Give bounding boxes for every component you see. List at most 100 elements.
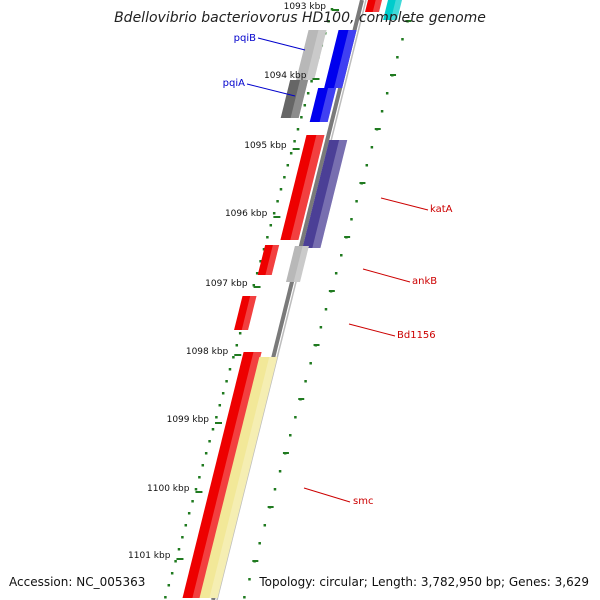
gc-dot — [327, 20, 330, 23]
gc-dot — [396, 56, 399, 59]
gc-dot — [401, 38, 404, 41]
gene-label-leader — [362, 268, 411, 283]
gc-dot — [294, 416, 297, 419]
gc-dot — [385, 92, 389, 95]
gene-label-Bd1156: Bd1156 — [397, 330, 436, 341]
gc-dot — [263, 524, 267, 527]
tick-label: 1101 kbp — [128, 551, 171, 561]
gc-dot — [283, 176, 286, 179]
feature-block-pqiB-shade — [334, 30, 357, 88]
gc-dash — [298, 398, 305, 400]
feature-block-red-2-shade — [290, 135, 325, 240]
gc-dot — [243, 596, 246, 599]
gc-dash — [328, 290, 335, 292]
gc-dot — [221, 392, 225, 395]
feature-block-katA — [302, 140, 348, 248]
gc-dot — [309, 362, 312, 365]
gc-dash — [359, 182, 366, 184]
gc-dot — [215, 416, 218, 419]
gc-dot — [194, 488, 198, 491]
gc-dot — [304, 380, 307, 383]
gc-dot — [380, 110, 384, 113]
gc-dot — [259, 260, 262, 263]
gc-dash — [405, 20, 412, 22]
gene-label-leader — [246, 83, 296, 97]
gene-label-leader — [257, 37, 306, 51]
feature-block-red-4 — [182, 352, 262, 598]
feature-block-red-2 — [280, 135, 325, 240]
gc-dot — [319, 326, 323, 329]
gc-dot — [208, 440, 211, 443]
gc-dot — [187, 512, 191, 515]
gene-label-ankB: ankB — [412, 276, 437, 287]
feature-block-smc-shade — [209, 357, 278, 598]
feature-block-pqiA-gray — [280, 80, 309, 118]
gene-label-pqiA: pqiA — [223, 78, 245, 89]
gc-dot — [191, 500, 194, 503]
tick-label: 1094 kbp — [264, 71, 307, 81]
feature-block-red — [365, 0, 382, 12]
gc-dot — [266, 236, 269, 239]
gc-dot — [248, 578, 251, 581]
gc-dot — [330, 8, 334, 11]
gc-dot — [279, 188, 283, 191]
feature-block-pqiA — [309, 88, 337, 122]
gc-dot — [303, 104, 307, 107]
accession-text: Accession: NC_005363 — [9, 575, 146, 589]
feature-block-red-3 — [257, 245, 280, 275]
gc-dot — [273, 488, 277, 491]
gene-label-katA: katA — [430, 204, 453, 215]
gc-dot — [355, 200, 358, 203]
gc-dot — [276, 200, 279, 203]
feature-block-cyan — [383, 0, 402, 20]
tick-label: 1093 kbp — [284, 2, 327, 12]
feature-block-red-shade — [372, 0, 382, 12]
tick-marks: 1093 kbp 1094 kbp 1095 kbp 1096 kbp 1097 kbp… — [128, 2, 340, 561]
gene-labels: pqiB pqiA katA ankB Bd1156 smc — [223, 33, 453, 507]
gc-dot — [340, 254, 343, 257]
gene-label-leader — [348, 323, 396, 337]
gc-dot — [211, 428, 215, 431]
tick-label: 1099 kbp — [167, 415, 210, 425]
gc-dot — [255, 272, 259, 275]
feature-block-red-4-shade — [192, 352, 262, 598]
feature-block-smc — [199, 357, 278, 598]
gc-dot — [278, 470, 282, 473]
topology-text: Topology: circular; Length: 3,782,950 bp… — [259, 575, 589, 589]
gc-dot — [238, 332, 242, 335]
feature-block-cyan-shade — [390, 0, 402, 20]
gc-dot — [225, 380, 228, 383]
gc-dot — [296, 128, 300, 131]
gene-label-leader — [380, 197, 429, 211]
feature-block-red-3-shade — [265, 245, 280, 275]
gene-label-pqiB: pqiB — [234, 33, 256, 44]
gc-dot — [170, 572, 174, 575]
gc-dot — [174, 560, 177, 563]
tick-label: 1100 kbp — [147, 484, 190, 494]
gc-dash — [390, 74, 397, 76]
gc-dot — [324, 308, 328, 311]
gc-dot — [204, 452, 208, 455]
feature-block-ankB — [285, 246, 309, 282]
feature-block-Bd1156-shade — [241, 296, 257, 330]
gc-content-track-inner — [164, 8, 334, 599]
feature-block-pqiA-shade — [319, 88, 337, 122]
gc-dot — [286, 164, 290, 167]
gene-label-leader — [303, 487, 351, 503]
feature-block-pqiB-gray-shade — [306, 30, 327, 80]
gc-dot — [310, 80, 313, 83]
gc-dot — [252, 284, 256, 287]
gc-dot — [201, 464, 205, 467]
feature-block-pqiA-gray-shade — [290, 80, 309, 118]
feature-block-pqiB-gray — [296, 30, 327, 80]
tick-label: 1095 kbp — [244, 141, 287, 151]
gc-dot — [228, 368, 232, 371]
gc-dash — [374, 128, 381, 130]
gc-dot — [350, 218, 353, 221]
gene-label-smc: smc — [353, 496, 373, 507]
gc-dot — [218, 404, 222, 407]
tick-label: 1096 kbp — [225, 209, 268, 219]
gc-dot — [184, 524, 188, 527]
gc-dash — [282, 452, 289, 454]
